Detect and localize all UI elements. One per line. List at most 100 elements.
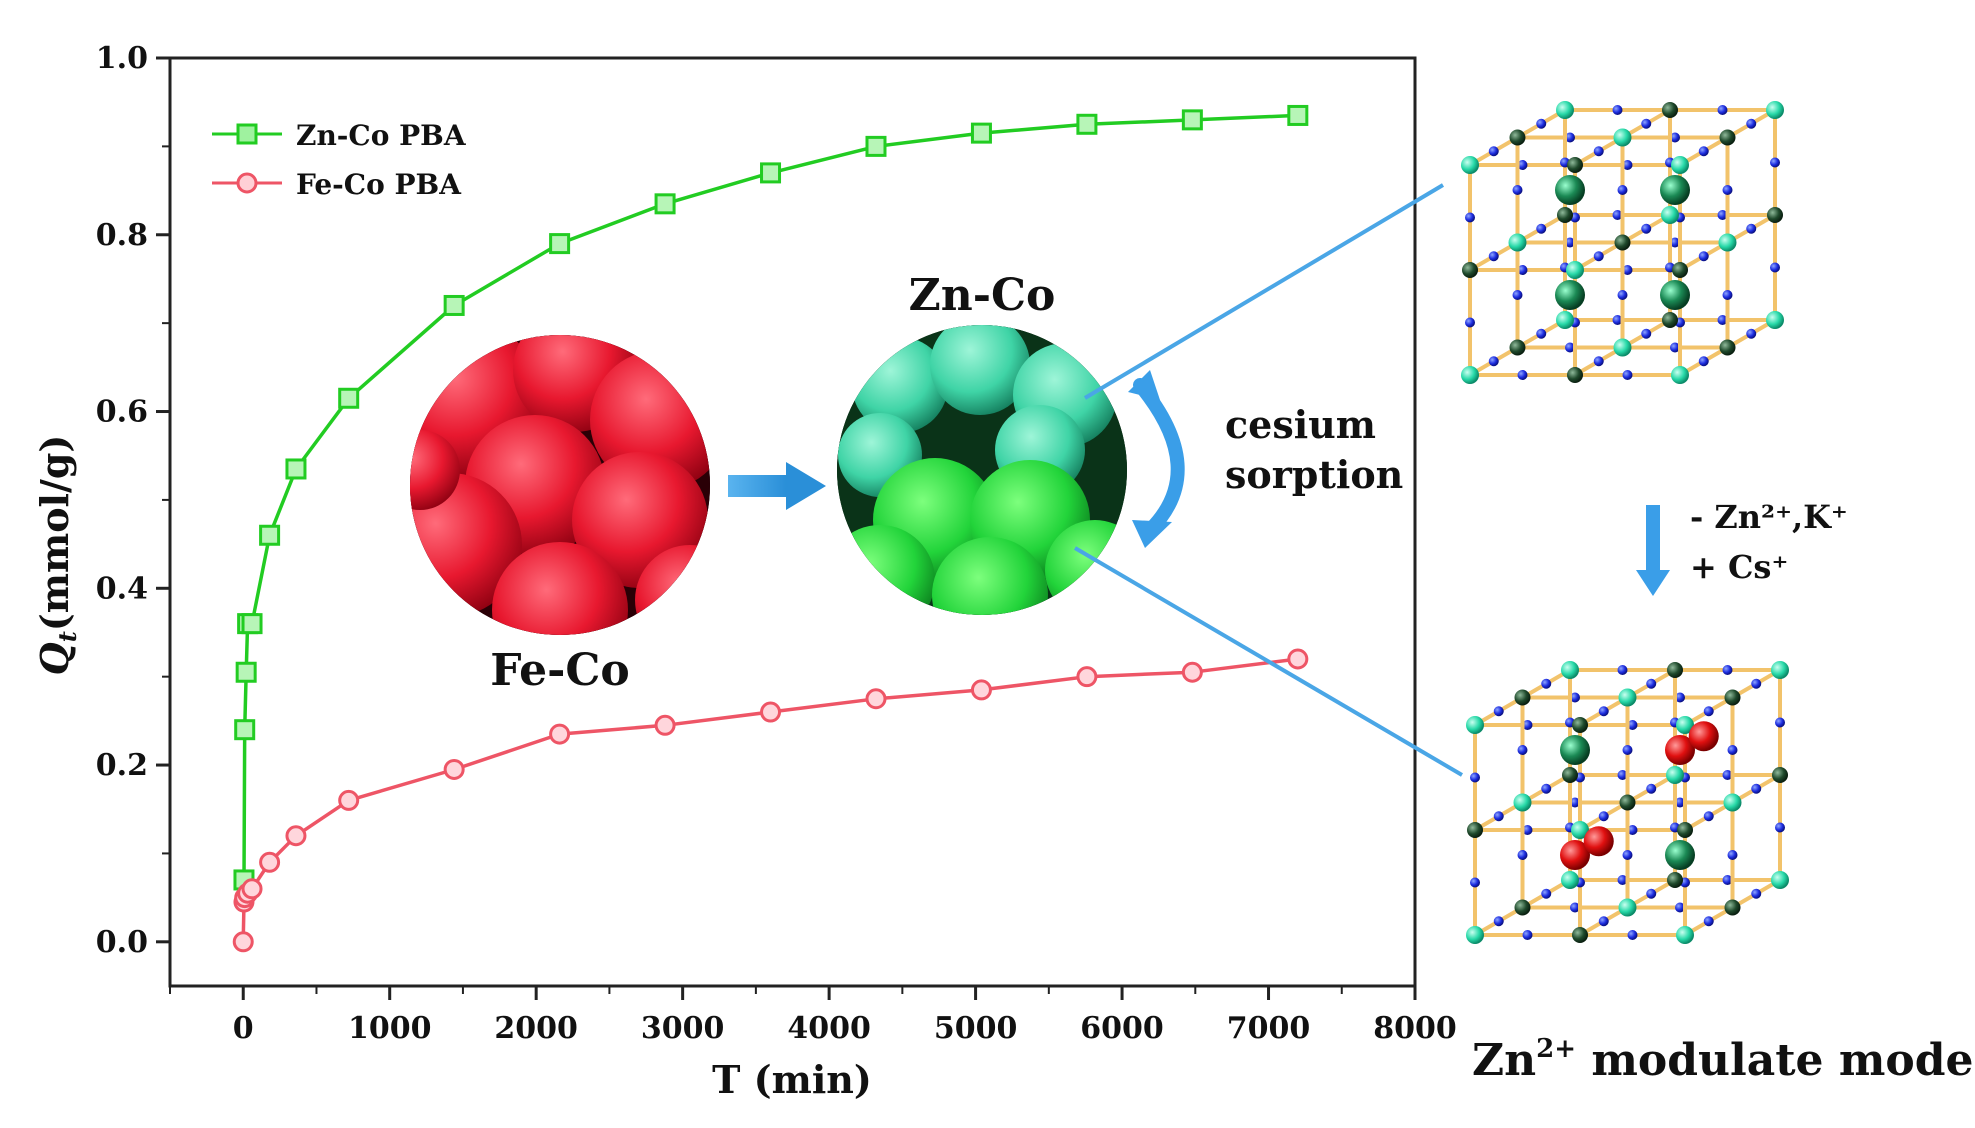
data-point-fe-co [970, 679, 992, 701]
lattice-nitrogen [1751, 888, 1762, 899]
data-point-zn-co [654, 193, 676, 215]
lattice-metal-node [1671, 156, 1689, 174]
lattice-nitrogen [1522, 930, 1533, 940]
lattice-nitrogen [1522, 825, 1533, 835]
transform-add-label: + Cs⁺ [1690, 548, 1788, 586]
lattice-nitrogen [1722, 290, 1733, 300]
lattice-nitrogen [1770, 262, 1780, 273]
lattice-nitrogen [1570, 797, 1580, 808]
zoom-line-top [1083, 183, 1445, 400]
lattice-nitrogen [1622, 370, 1633, 380]
lattice-nitrogen [1670, 342, 1680, 353]
lattice-nitrogen [1698, 251, 1709, 262]
lattice-nitrogen [1722, 770, 1733, 780]
lattice-nitrogen [1775, 822, 1785, 833]
lattice-nitrogen [1470, 877, 1480, 888]
lattice-nitrogen [1470, 772, 1480, 783]
data-point-fe-co [549, 723, 571, 745]
lattice-cobalt-node [1662, 102, 1678, 118]
lattice-cobalt-node [1557, 207, 1573, 223]
data-point-zn-co [1076, 113, 1098, 135]
lattice-nitrogen [1622, 850, 1633, 860]
lattice-metal-node [1618, 688, 1637, 707]
lattice-metal-node [1513, 793, 1532, 812]
data-point-zn-co [549, 233, 571, 255]
data-point-zn-co [1181, 109, 1203, 131]
data-point-fe-co [865, 688, 887, 710]
plot-frame [168, 56, 1417, 988]
lattice-nitrogen [1751, 678, 1762, 689]
lattice-metal-node [1561, 661, 1579, 679]
cesium-ion [1583, 826, 1614, 857]
lattice-nitrogen [1512, 290, 1523, 300]
lattice-nitrogen [1536, 223, 1547, 234]
lattice-nitrogen [1727, 850, 1738, 860]
lattice-nitrogen [1512, 185, 1523, 195]
lattice-nitrogen [1646, 888, 1657, 899]
lattice-metal-node [1461, 156, 1479, 174]
lattice-metal-node [1561, 871, 1579, 889]
lattice-nitrogen [1617, 770, 1628, 780]
lattice-nitrogen [1675, 902, 1685, 913]
lattice-nitrogen [1541, 783, 1552, 794]
legend: Zn-Co PBA Fe-Co PBA [212, 119, 467, 201]
cesium-label: cesium [1225, 402, 1376, 447]
data-point-zn-co [285, 458, 307, 480]
series-line-fe-co [241, 657, 1299, 942]
data-point-zn-co [235, 661, 257, 683]
lattice-cobalt-node [1719, 129, 1736, 146]
lattice-metal-node [1661, 206, 1679, 224]
lattice-cobalt-node [1572, 927, 1588, 943]
lattice-nitrogen [1612, 315, 1623, 325]
lattice-nitrogen [1488, 146, 1499, 157]
lattice-nitrogen [1517, 745, 1528, 755]
lattice-metal-node [1461, 366, 1479, 384]
lattice-cobalt-node [1719, 339, 1736, 356]
lattice-nitrogen [1565, 132, 1575, 143]
lattice-nitrogen [1617, 185, 1628, 195]
x-tick-label: 2000 [494, 1011, 578, 1046]
lattice-cobalt-node [1514, 689, 1531, 706]
lattice-nitrogen [1717, 315, 1728, 325]
lattice-nitrogen [1622, 265, 1633, 275]
lattice-cobalt-node [1509, 129, 1526, 146]
lattice-cobalt-node [1567, 157, 1583, 173]
data-point-fe-co [259, 851, 281, 873]
lattice-cobalt-node [1677, 822, 1693, 838]
data-point-fe-co [338, 789, 360, 811]
lattice-metal-node [1466, 926, 1484, 944]
lattice-nitrogen [1517, 265, 1528, 275]
lattice-nitrogen [1593, 251, 1604, 262]
data-point-fe-co [1076, 666, 1098, 688]
lattice-metal-node [1566, 261, 1584, 279]
lattice-cobalt-node [1667, 872, 1683, 888]
lattice-nitrogen [1727, 745, 1738, 755]
lattice-nitrogen [1598, 916, 1609, 927]
data-point-zn-co [234, 719, 256, 741]
lattice-nitrogen [1722, 185, 1733, 195]
zinc-ion [1555, 175, 1585, 205]
lattice-nitrogen [1593, 146, 1604, 157]
lattice-nitrogen [1670, 132, 1680, 143]
lattice-nitrogen [1570, 692, 1580, 703]
y-tick-label: 0.8 [96, 218, 148, 253]
lattice-cobalt-node [1672, 262, 1688, 278]
y-axis-label-main: Q [32, 642, 77, 675]
legend-label-zn: Zn-Co PBA [296, 119, 467, 152]
lattice-nitrogen [1722, 665, 1733, 675]
sorption-label: sorption [1225, 452, 1403, 497]
x-axis-ticks: 0 1000 2000 3000 4000 5000 6000 7000 8000 [169, 986, 1457, 1046]
cesium-sorption-arrow [1128, 370, 1185, 548]
x-tick-label: 0 [233, 1011, 254, 1046]
lattice-nitrogen [1517, 370, 1528, 380]
lattice-nitrogen [1751, 783, 1762, 794]
lattice-metal-node [1766, 101, 1784, 119]
zinc-ion [1660, 175, 1690, 205]
series-layer [232, 104, 1309, 953]
lattice-nitrogen [1517, 160, 1528, 170]
lattice-nitrogen [1570, 902, 1580, 913]
lattice-cobalt-node [1614, 234, 1631, 251]
zinc-ion [1560, 735, 1590, 765]
